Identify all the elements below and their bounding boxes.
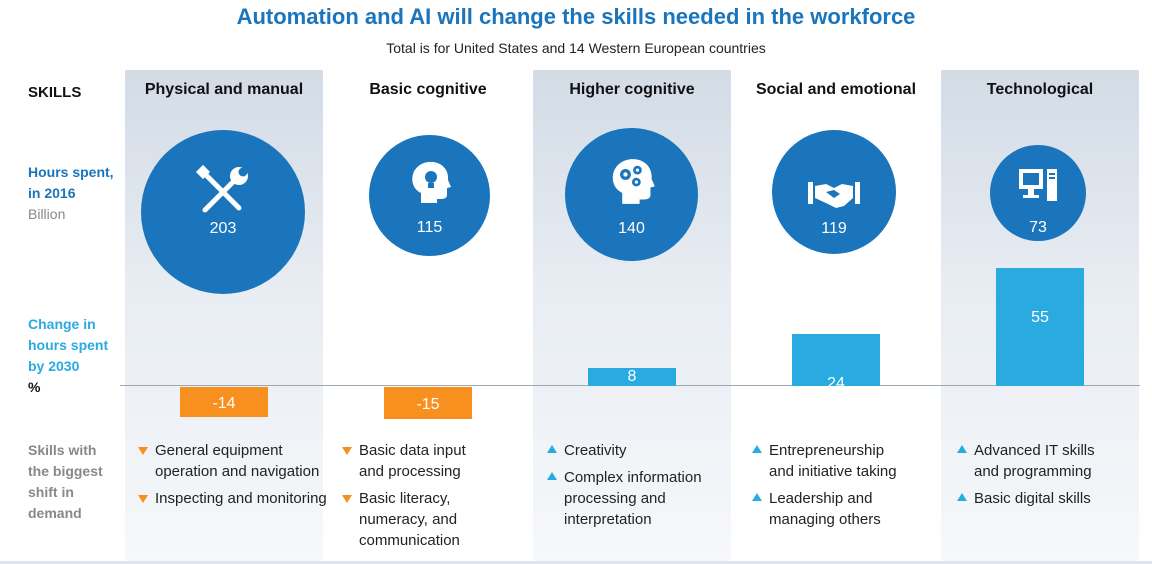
category-heading: Technological <box>986 81 1094 98</box>
shift-list-technological: Advanced IT skills and programming Basic… <box>957 440 1107 515</box>
column-basic-cognitive: Basic cognitive <box>329 70 527 564</box>
decrease-triangle-icon <box>138 495 148 503</box>
handshake-icon <box>808 182 860 208</box>
change-label-line3: by 2030 <box>28 358 80 374</box>
hours-value: 73 <box>1029 219 1047 236</box>
hours-value: 140 <box>618 220 645 237</box>
decrease-triangle-icon <box>342 495 352 503</box>
hours-circle-basic: 115 <box>369 135 490 256</box>
skills-row-label: SKILLS <box>28 84 82 101</box>
change-bar: -14 <box>180 387 268 418</box>
column-physical-and-manual: Physical and manual <box>125 70 323 564</box>
chart-title: Automation and AI will change the skills… <box>236 4 916 29</box>
hours-value: 119 <box>821 220 847 237</box>
hours-label-line1: Hours spent, <box>28 164 114 180</box>
list-item: Basic digital skills <box>957 488 1107 509</box>
shift-label-line4: demand <box>28 505 82 521</box>
category-heading: Physical and manual <box>144 81 304 98</box>
increase-triangle-icon <box>752 493 762 501</box>
list-item: Basic literacy, numeracy, and communicat… <box>342 488 492 551</box>
change-bar: 8 <box>588 368 676 386</box>
column-social-and-emotional: Social and emotional <box>737 70 935 564</box>
hours-circle-technological: 73 <box>990 145 1086 241</box>
increase-triangle-icon <box>547 445 557 453</box>
shift-list-higher: Creativity Complex information processin… <box>547 440 717 536</box>
hours-value: 115 <box>416 219 443 236</box>
category-heading: Higher cognitive <box>569 81 695 98</box>
list-item: Advanced IT skills and programming <box>957 440 1107 482</box>
change-bar-label: -14 <box>212 395 236 412</box>
shift-list-physical: General equipment operation and navigati… <box>138 440 328 515</box>
category-heading: Social and emotional <box>755 81 917 98</box>
chart-subtitle: Total is for United States and 14 Wester… <box>386 40 766 56</box>
change-bar: 55 <box>996 267 1084 386</box>
list-item: General equipment operation and navigati… <box>138 440 328 482</box>
change-bar-label: 8 <box>627 368 637 385</box>
increase-triangle-icon <box>547 472 557 480</box>
hours-value: 203 <box>209 220 237 237</box>
decrease-triangle-icon <box>342 447 352 455</box>
decrease-triangle-icon <box>138 447 148 455</box>
shift-label-line3: shift in <box>28 484 74 500</box>
change-row-label: Change in hours spent by 2030 % <box>28 314 108 398</box>
column-higher-cognitive: Higher cognitive <box>533 70 731 564</box>
wrench-screwdriver-icon <box>195 164 248 213</box>
change-bar-label: 24 <box>827 375 845 393</box>
shift-list-basic: Basic data input and processing Basic li… <box>342 440 492 557</box>
hours-circle-higher: 140 <box>565 128 698 261</box>
shift-list-social: Entrepreneurship and initiative taking L… <box>752 440 902 536</box>
list-item: Entrepreneurship and initiative taking <box>752 440 902 482</box>
list-item: Complex information processing and inter… <box>547 467 717 530</box>
increase-triangle-icon <box>957 493 967 501</box>
change-label-line1: Change in <box>28 316 96 332</box>
shift-row-label: Skills with the biggest shift in demand <box>28 440 103 524</box>
hours-circle-social: 119 <box>772 130 896 254</box>
bottom-divider <box>0 561 1152 564</box>
category-heading: Basic cognitive <box>369 81 487 98</box>
change-bar-label: 55 <box>1031 308 1049 326</box>
shift-label-line2: the biggest <box>28 463 103 479</box>
change-label-line2: hours spent <box>28 337 109 353</box>
head-gears-icon <box>612 159 655 204</box>
change-bar-label: -15 <box>416 396 440 413</box>
hours-unit-label: Billion <box>28 206 66 222</box>
list-item: Leadership and managing others <box>752 488 902 530</box>
computer-icon <box>1019 169 1057 201</box>
increase-triangle-icon <box>752 445 762 453</box>
column-technological: Technological <box>941 70 1139 564</box>
hours-circle-physical: 203 <box>141 130 305 294</box>
change-bar: -15 <box>384 387 472 420</box>
hours-row-label: Hours spent, in 2016 Billion <box>28 162 114 225</box>
head-lightbulb-icon <box>412 161 451 203</box>
change-bar: 24 <box>792 334 880 392</box>
list-item: Basic data input and processing <box>342 440 492 482</box>
list-item: Inspecting and monitoring <box>138 488 328 509</box>
change-unit-label: % <box>28 379 41 395</box>
increase-triangle-icon <box>957 445 967 453</box>
shift-label-line1: Skills with <box>28 442 97 458</box>
list-item: Creativity <box>547 440 717 461</box>
hours-label-line2: in 2016 <box>28 185 76 201</box>
